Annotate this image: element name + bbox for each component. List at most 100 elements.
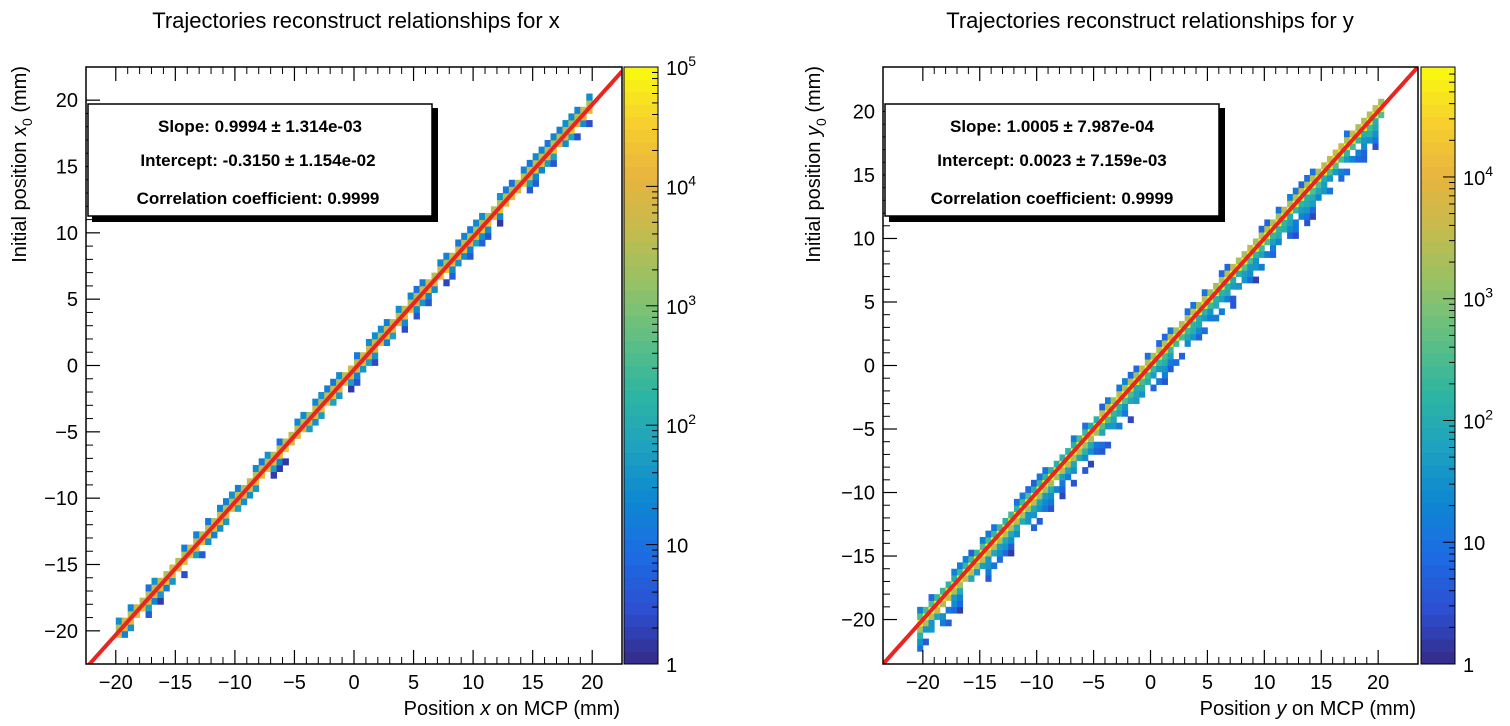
- heatmap-cell: [1196, 321, 1203, 328]
- y-tick-label: 15: [853, 165, 875, 187]
- heatmap-cell: [121, 630, 129, 638]
- y-axis-label-y: Initial position y0 (mm): [803, 66, 829, 263]
- colorbar-swatch: [1421, 266, 1455, 279]
- heatmap-cell: [568, 120, 575, 128]
- heatmap-cell: [479, 219, 486, 227]
- colorbar-label: 104: [666, 172, 696, 199]
- colorbar-swatch: [1421, 315, 1455, 329]
- heatmap-cell: [1326, 155, 1334, 163]
- heatmap-cell: [431, 285, 438, 293]
- heatmap-cell: [365, 358, 373, 366]
- x-tick-label: −10: [1020, 672, 1054, 694]
- heatmap-cell: [1355, 136, 1362, 144]
- heatmap-cell: [1104, 397, 1112, 405]
- heatmap-cell: [928, 600, 935, 608]
- colorbar-swatch: [1421, 651, 1455, 665]
- heatmap-cell: [1030, 486, 1038, 493]
- heatmap-cell: [1048, 486, 1055, 493]
- heatmap-cell: [193, 551, 200, 559]
- heatmap-cell: [181, 551, 188, 559]
- heatmap-cell: [1264, 225, 1271, 233]
- heatmap-cell: [1002, 536, 1009, 544]
- heatmap-cell: [157, 597, 164, 605]
- heatmap-cell: [348, 378, 355, 386]
- heatmap-cell: [1048, 467, 1055, 474]
- y-tick-label: −15: [44, 555, 78, 577]
- heatmap-cell: [437, 266, 444, 274]
- colorbar-swatch: [1421, 353, 1455, 366]
- heatmap-cell: [1366, 130, 1373, 138]
- heatmap-cell: [991, 530, 998, 538]
- colorbar-swatch: [624, 651, 658, 665]
- heatmap-cell: [996, 524, 1003, 532]
- heatmap-cell: [1270, 244, 1277, 252]
- heatmap-cell: [1258, 225, 1265, 233]
- heatmap-cell: [556, 133, 563, 141]
- heatmap-cell: [991, 543, 998, 551]
- heatmap-cell: [1201, 314, 1208, 322]
- colorbar-swatch: [1421, 154, 1455, 167]
- heatmap-cell: [1093, 416, 1100, 424]
- y-tick-label: 10: [56, 223, 78, 245]
- heatmap-cell: [538, 166, 545, 174]
- heatmap-cell: [1218, 270, 1225, 277]
- heatmap-cell: [1013, 524, 1020, 532]
- colorbar-swatch: [624, 241, 658, 255]
- heatmap-cell: [580, 120, 587, 128]
- heatmap-cell: [1366, 124, 1373, 131]
- stats-intercept-y: Intercept: 0.0023 ± 7.159e-03: [937, 151, 1167, 170]
- heatmap-cell: [467, 226, 474, 234]
- heatmap-cell: [968, 549, 975, 557]
- heatmap-cell: [1298, 187, 1305, 195]
- heatmap-cell: [1315, 181, 1322, 189]
- heatmap-cell: [1076, 454, 1083, 462]
- heatmap-cell: [217, 524, 224, 532]
- heatmap-cell: [1053, 460, 1060, 468]
- heatmap-cell: [574, 106, 581, 114]
- heatmap-cell: [1213, 282, 1220, 290]
- y-tick-label: 10: [853, 228, 875, 250]
- heatmap-cell: [359, 352, 367, 360]
- heatmap-cell: [1070, 454, 1077, 462]
- colorbar-swatch: [624, 340, 658, 354]
- heatmap-cell: [1218, 276, 1225, 284]
- heatmap-cell: [945, 594, 952, 601]
- heatmap-cell: [951, 594, 958, 601]
- heatmap-cell: [1161, 371, 1168, 379]
- x-tick-label: −10: [218, 672, 252, 694]
- heatmap-cell: [1361, 117, 1368, 125]
- colorbar-x: [623, 66, 659, 665]
- heatmap-cell: [1065, 460, 1072, 468]
- heatmap-cell: [252, 471, 260, 479]
- heatmap-cell: [1008, 524, 1015, 532]
- stats-slope-x: Slope: 0.9994 ± 1.314e-03: [158, 117, 362, 136]
- colorbar-swatch: [1421, 79, 1455, 93]
- heatmap-cell: [330, 378, 337, 386]
- heatmap-cell: [538, 153, 545, 161]
- heatmap-cell: [419, 299, 426, 307]
- heatmap-cell: [425, 279, 432, 287]
- heatmap-cell: [1059, 467, 1066, 474]
- heatmap-cell: [252, 484, 260, 492]
- heatmap-cell: [1338, 155, 1345, 163]
- heatmap-cell: [1030, 505, 1038, 512]
- heatmap-cell: [121, 617, 129, 625]
- heatmap-cell: [1287, 219, 1294, 227]
- heatmap-cell: [1275, 225, 1282, 233]
- heatmap-cell: [199, 551, 206, 559]
- heatmap-cell: [1344, 155, 1351, 163]
- heatmap-cell: [1298, 206, 1305, 214]
- heatmap-cell: [1133, 365, 1140, 373]
- heatmap-cell: [1201, 327, 1208, 335]
- heatmap-cell: [532, 159, 540, 167]
- colorbar-label: 1: [1463, 655, 1474, 677]
- heatmap-cell: [479, 232, 486, 240]
- heatmap-cell: [270, 451, 277, 459]
- colorbar-swatch: [1421, 514, 1455, 528]
- colorbar-frame: [1420, 66, 1456, 665]
- heatmap-cell: [485, 226, 492, 234]
- heatmap-cell: [1110, 397, 1117, 405]
- heatmap-cell: [1048, 498, 1055, 506]
- colorbar-label: 1: [666, 655, 677, 677]
- heatmap-cell: [1235, 270, 1242, 277]
